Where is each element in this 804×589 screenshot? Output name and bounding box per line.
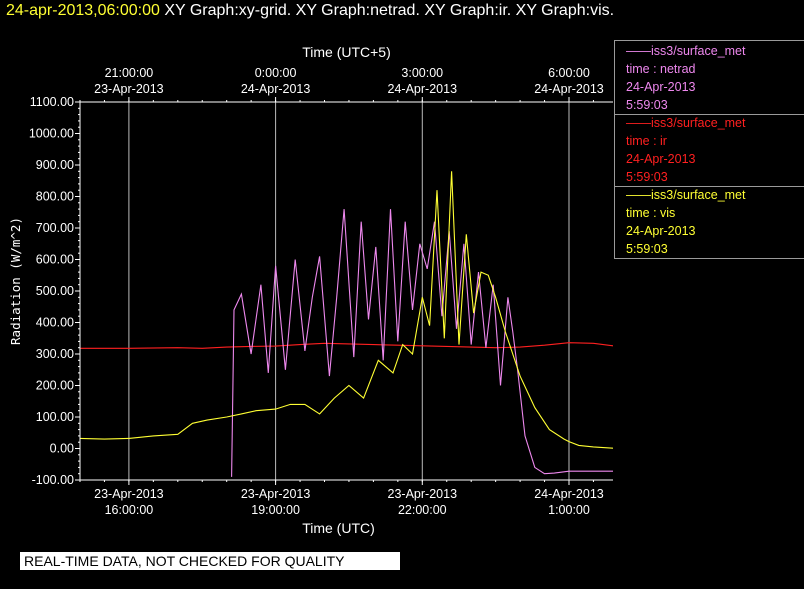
legend-variable: time : vis: [626, 206, 676, 220]
legend-entry-netrad: ——iss3/surface_met time : netrad 24-Apr-…: [626, 42, 745, 114]
axis-layer: -100.00 0.00 100.00 200.00 300.00 400.00 500.0…: [8, 44, 613, 536]
x-top-axis-title: Time (UTC+5): [302, 44, 391, 60]
y-tick-label: 800.00: [36, 190, 74, 204]
x-top-tick-label-time: 3:00:00: [401, 66, 443, 80]
legend-divider: [614, 186, 804, 187]
x-top-tick-label-date: 24-Apr-2013: [241, 82, 311, 96]
y-tick-label: 900.00: [36, 158, 74, 172]
x-axis-title: Time (UTC): [302, 520, 375, 536]
y-tick-label: 0.00: [50, 442, 74, 456]
x-tick-label-date: 24-Apr-2013: [534, 487, 604, 501]
y-tick-label: 1000.00: [29, 127, 74, 141]
x-tick-label-date: 23-Apr-2013: [94, 487, 164, 501]
series-line: [80, 342, 613, 349]
legend-entry-vis: ——iss3/surface_met time : vis 24-Apr-201…: [626, 186, 745, 258]
y-tick-label: 100.00: [36, 410, 74, 424]
legend-entry-ir: ——iss3/surface_met time : ir 24-Apr-2013…: [626, 114, 745, 186]
y-tick-label: 500.00: [36, 284, 74, 298]
legend-divider-vertical: [614, 40, 615, 259]
x-tick-label-date: 23-Apr-2013: [388, 487, 458, 501]
legend-source: ——iss3/surface_met: [626, 44, 746, 58]
x-top-tick-label-date: 23-Apr-2013: [94, 82, 164, 96]
legend-divider: [614, 40, 804, 41]
legend-date: 24-Apr-2013: [626, 80, 696, 94]
x-top-tick-label-date: 24-Apr-2013: [388, 82, 458, 96]
legend-time: 5:59:03: [626, 98, 668, 112]
legend-divider: [614, 258, 804, 259]
legend-source: ——iss3/surface_met: [626, 188, 746, 202]
x-top-tick-label-time: 6:00:00: [548, 66, 590, 80]
legend-variable: time : netrad: [626, 62, 696, 76]
x-tick-label-time: 19:00:00: [251, 503, 300, 517]
x-top-tick-label-date: 24-Apr-2013: [534, 82, 604, 96]
header-timestamp: 24-apr-2013,06:00:00: [6, 2, 160, 19]
x-tick-label-time: 1:00:00: [548, 503, 590, 517]
y-axis-title: Radiation (W/m^2): [8, 217, 23, 345]
quality-notice: REAL-TIME DATA, NOT CHECKED FOR QUALITY: [20, 552, 400, 570]
x-top-tick-label-time: 0:00:00: [255, 66, 297, 80]
x-tick-label-time: 22:00:00: [398, 503, 447, 517]
graph-header: 24-apr-2013,06:00:00 XY Graph:xy-grid. X…: [6, 2, 614, 20]
series-line: [231, 209, 613, 477]
legend-time: 5:59:03: [626, 170, 668, 184]
y-tick-label: 300.00: [36, 347, 74, 361]
x-tick-label-time: 16:00:00: [105, 503, 154, 517]
x-tick-label-date: 23-Apr-2013: [241, 487, 311, 501]
y-tick-label: -100.00: [32, 473, 74, 487]
legend-variable: time : ir: [626, 134, 667, 148]
y-tick-label: 600.00: [36, 253, 74, 267]
legend-source: ——iss3/surface_met: [626, 116, 746, 130]
y-tick-label: 1100.00: [30, 95, 74, 109]
y-tick-label: 700.00: [36, 221, 74, 235]
grid-layer: [128, 102, 570, 480]
legend-date: 24-Apr-2013: [626, 224, 696, 238]
y-tick-label: 200.00: [36, 379, 74, 393]
legend-divider: [614, 114, 804, 115]
series-line: [80, 171, 613, 449]
y-tick-label: 400.00: [36, 316, 74, 330]
legend-time: 5:59:03: [626, 242, 668, 256]
header-graph-list: XY Graph:xy-grid. XY Graph:netrad. XY Gr…: [164, 2, 615, 19]
series-layer: [80, 171, 613, 477]
legend-date: 24-Apr-2013: [626, 152, 696, 166]
x-top-tick-label-time: 21:00:00: [105, 66, 154, 80]
